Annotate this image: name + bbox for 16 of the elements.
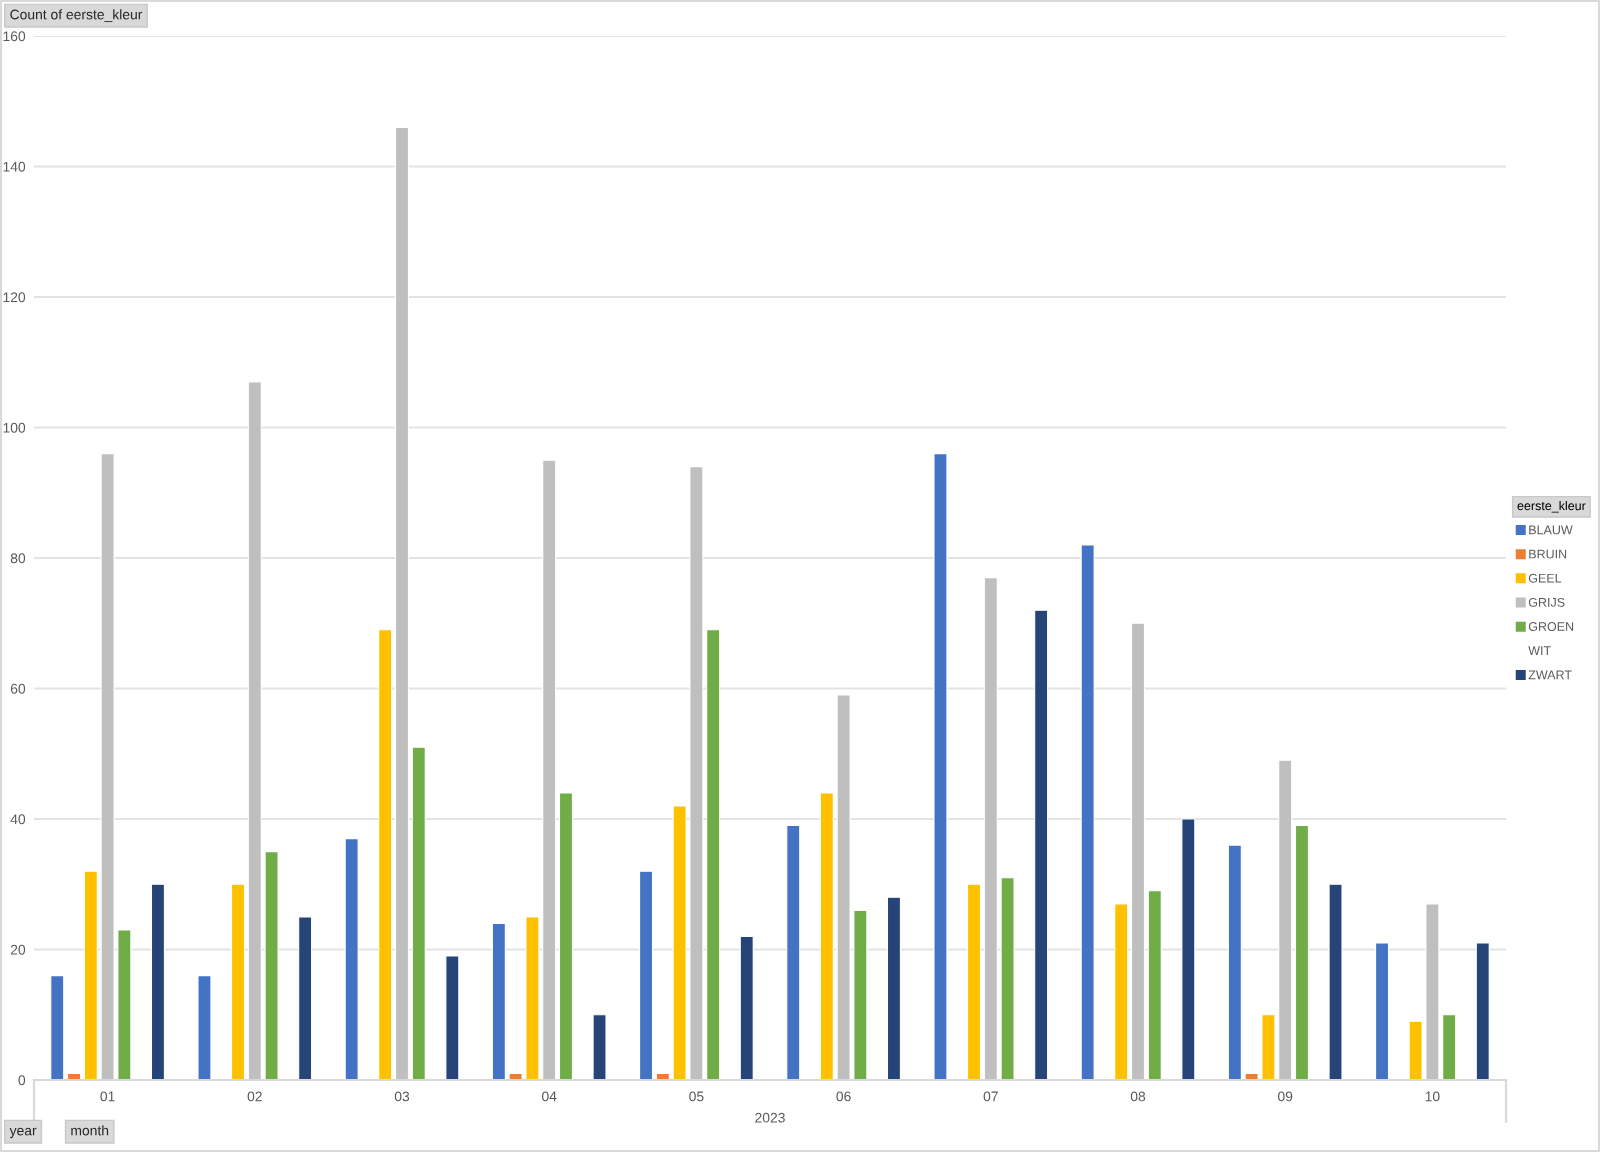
bar: [933, 453, 948, 1080]
bar: [592, 1014, 607, 1080]
bar: [1375, 942, 1390, 1080]
bar: [445, 955, 460, 1080]
bar: [786, 824, 801, 1080]
bar: [1080, 544, 1095, 1080]
bar: [197, 975, 212, 1080]
bar: [1328, 883, 1343, 1080]
bar: [886, 896, 901, 1080]
bar: [298, 916, 313, 1080]
bar: [739, 935, 754, 1080]
bar: [1181, 818, 1196, 1080]
bar: [1034, 609, 1049, 1080]
bar: [150, 883, 165, 1080]
bar: [344, 838, 359, 1080]
bar: [1475, 942, 1490, 1080]
